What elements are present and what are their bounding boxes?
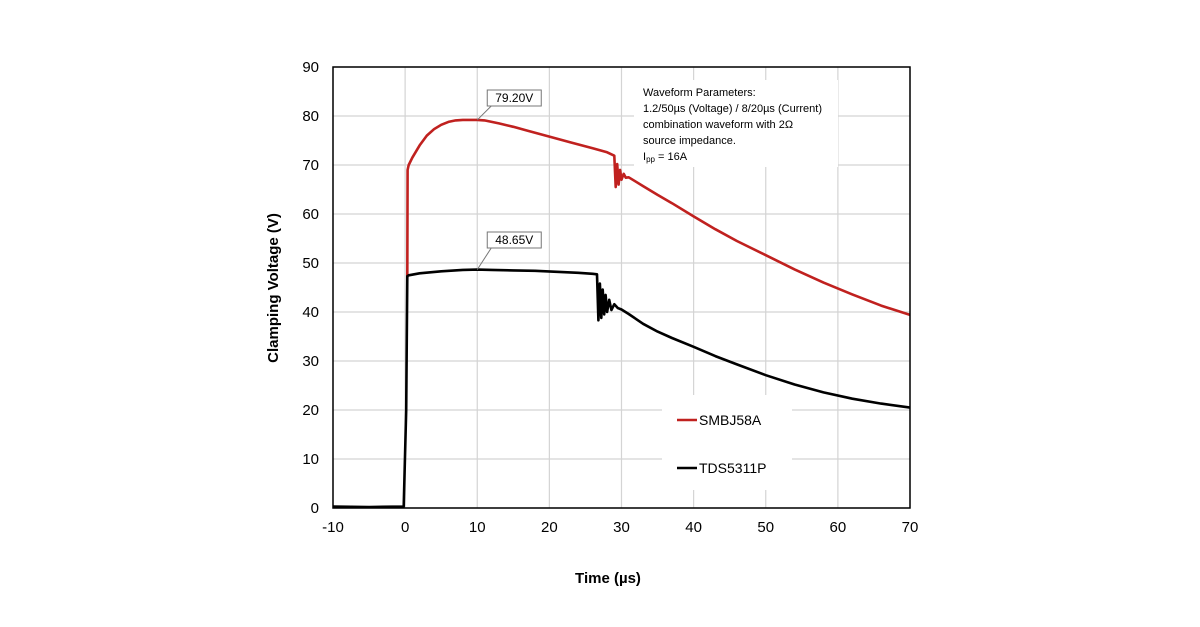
x-tick-label: 0 [401, 519, 409, 536]
y-tick-label: 40 [302, 304, 319, 321]
note-line-3: combination waveform with 2Ω [643, 119, 793, 131]
legend-label: TDS5311P [699, 460, 766, 476]
callout-box [486, 231, 542, 249]
x-tick-label: 70 [902, 519, 919, 536]
y-tick-label: 80 [302, 108, 319, 125]
note-box [634, 80, 838, 167]
x-tick-label: 50 [757, 519, 774, 536]
x-tick-label: 20 [541, 519, 558, 536]
note-line-4: source impedance. [643, 135, 736, 147]
plot-frame [332, 66, 911, 509]
callout-box [486, 89, 542, 107]
y-tick-label: 0 [311, 500, 319, 517]
note-line-5: Ipp = 16A [643, 151, 688, 164]
x-axis-title: Time (µs) [575, 570, 641, 587]
series-lines [332, 118, 911, 509]
series-line-smbj58a [405, 118, 911, 317]
y-tick-label: 10 [302, 451, 319, 468]
waveform-parameters-note: Waveform Parameters: 1.2/50µs (Voltage) … [634, 80, 838, 167]
legend-item-tds5311p: TDS5311P [677, 460, 766, 476]
series-line-tds5311p [332, 268, 911, 509]
x-tick-label: 30 [613, 519, 630, 536]
callout-leader [476, 247, 492, 270]
legend-item-smbj58a: SMBJ58A [677, 412, 762, 428]
x-tick-label: -10 [322, 519, 344, 536]
y-tick-label: 20 [302, 402, 319, 419]
note-line-1: Waveform Parameters: [643, 87, 756, 99]
y-tick-label: 50 [302, 255, 319, 272]
y-tick-label: 90 [302, 59, 319, 76]
peak-callout-tds5311p: 48.65V [476, 231, 542, 270]
x-tick-label: 60 [830, 519, 847, 536]
y-tick-label: 30 [302, 353, 319, 370]
x-tick-label: 10 [469, 519, 486, 536]
legend-label: SMBJ58A [699, 412, 762, 428]
peak-value-label: 48.65V [495, 233, 533, 247]
y-tick-label: 60 [302, 206, 319, 223]
x-tick-label: 40 [685, 519, 702, 536]
note-line-2: 1.2/50µs (Voltage) / 8/20µs (Current) [643, 103, 822, 115]
callout-leader [476, 105, 492, 121]
y-axis-title: Clamping Voltage (V) [265, 213, 282, 363]
y-tick-label: 70 [302, 157, 319, 174]
peak-value-label: 79.20V [495, 91, 533, 105]
legend: SMBJ58A TDS5311P [662, 395, 792, 490]
peak-annotations: 79.20V 48.65V [476, 89, 542, 270]
x-axis-ticks: -10 0 10 20 30 40 50 60 70 [322, 519, 918, 536]
y-axis-ticks: 0 10 20 30 40 50 60 70 80 90 [302, 59, 319, 517]
legend-box [662, 395, 792, 490]
peak-callout-smbj58a: 79.20V [476, 89, 542, 121]
